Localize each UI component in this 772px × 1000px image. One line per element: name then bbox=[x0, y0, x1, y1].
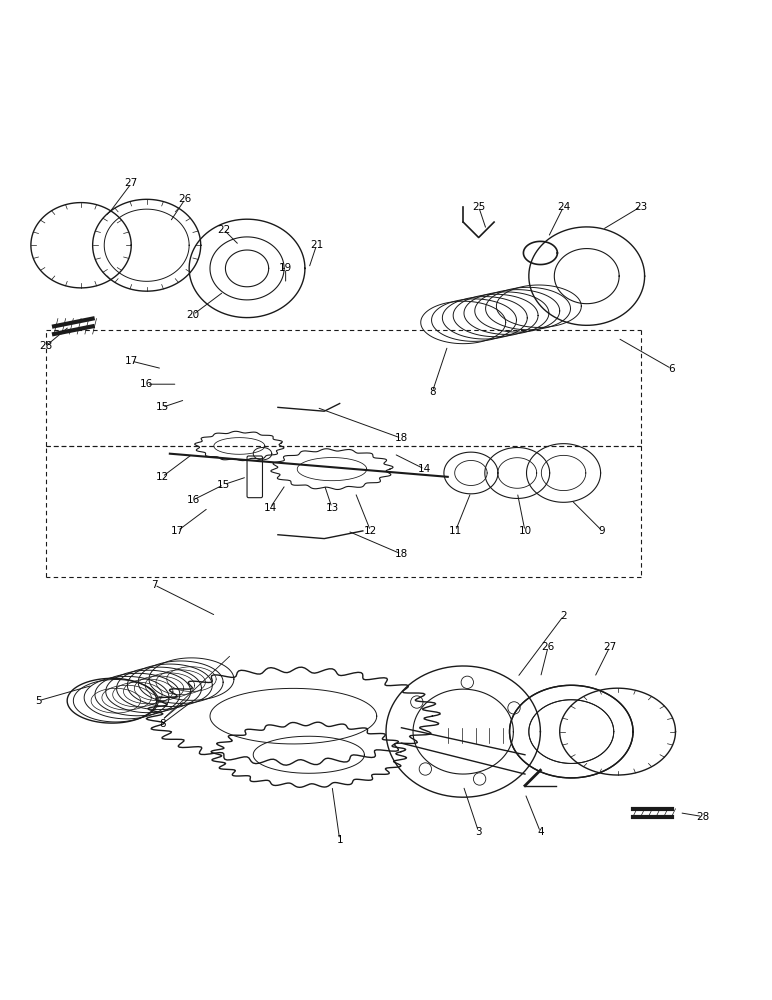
Text: 9: 9 bbox=[599, 526, 605, 536]
Text: 2: 2 bbox=[560, 611, 567, 621]
Text: 3: 3 bbox=[476, 827, 482, 837]
Text: 15: 15 bbox=[155, 402, 169, 412]
Text: 8: 8 bbox=[159, 719, 165, 729]
Text: 19: 19 bbox=[279, 263, 293, 273]
Text: 4: 4 bbox=[537, 827, 543, 837]
Text: 1: 1 bbox=[337, 835, 343, 845]
Text: 13: 13 bbox=[325, 503, 339, 513]
Text: 28: 28 bbox=[39, 341, 53, 351]
Text: 16: 16 bbox=[140, 379, 154, 389]
Text: 26: 26 bbox=[178, 194, 192, 204]
Text: 26: 26 bbox=[541, 642, 555, 652]
Text: 15: 15 bbox=[217, 480, 231, 490]
Text: 12: 12 bbox=[155, 472, 169, 482]
Text: 5: 5 bbox=[36, 696, 42, 706]
Text: 18: 18 bbox=[394, 549, 408, 559]
Text: 20: 20 bbox=[186, 310, 200, 320]
Text: 16: 16 bbox=[186, 495, 200, 505]
Text: 7: 7 bbox=[151, 580, 157, 590]
Text: 28: 28 bbox=[696, 812, 709, 822]
Text: 11: 11 bbox=[449, 526, 462, 536]
Text: 14: 14 bbox=[263, 503, 277, 513]
Text: 6: 6 bbox=[669, 364, 675, 374]
Text: 24: 24 bbox=[557, 202, 571, 212]
Text: 10: 10 bbox=[518, 526, 532, 536]
Text: 17: 17 bbox=[124, 356, 138, 366]
Text: 27: 27 bbox=[124, 178, 138, 188]
Text: 8: 8 bbox=[429, 387, 435, 397]
Text: 23: 23 bbox=[634, 202, 648, 212]
Text: 22: 22 bbox=[217, 225, 231, 235]
Text: 17: 17 bbox=[171, 526, 185, 536]
Text: 21: 21 bbox=[310, 240, 323, 250]
Text: 18: 18 bbox=[394, 433, 408, 443]
Text: 12: 12 bbox=[364, 526, 378, 536]
Text: 25: 25 bbox=[472, 202, 486, 212]
Text: 27: 27 bbox=[603, 642, 617, 652]
Text: 14: 14 bbox=[418, 464, 432, 474]
